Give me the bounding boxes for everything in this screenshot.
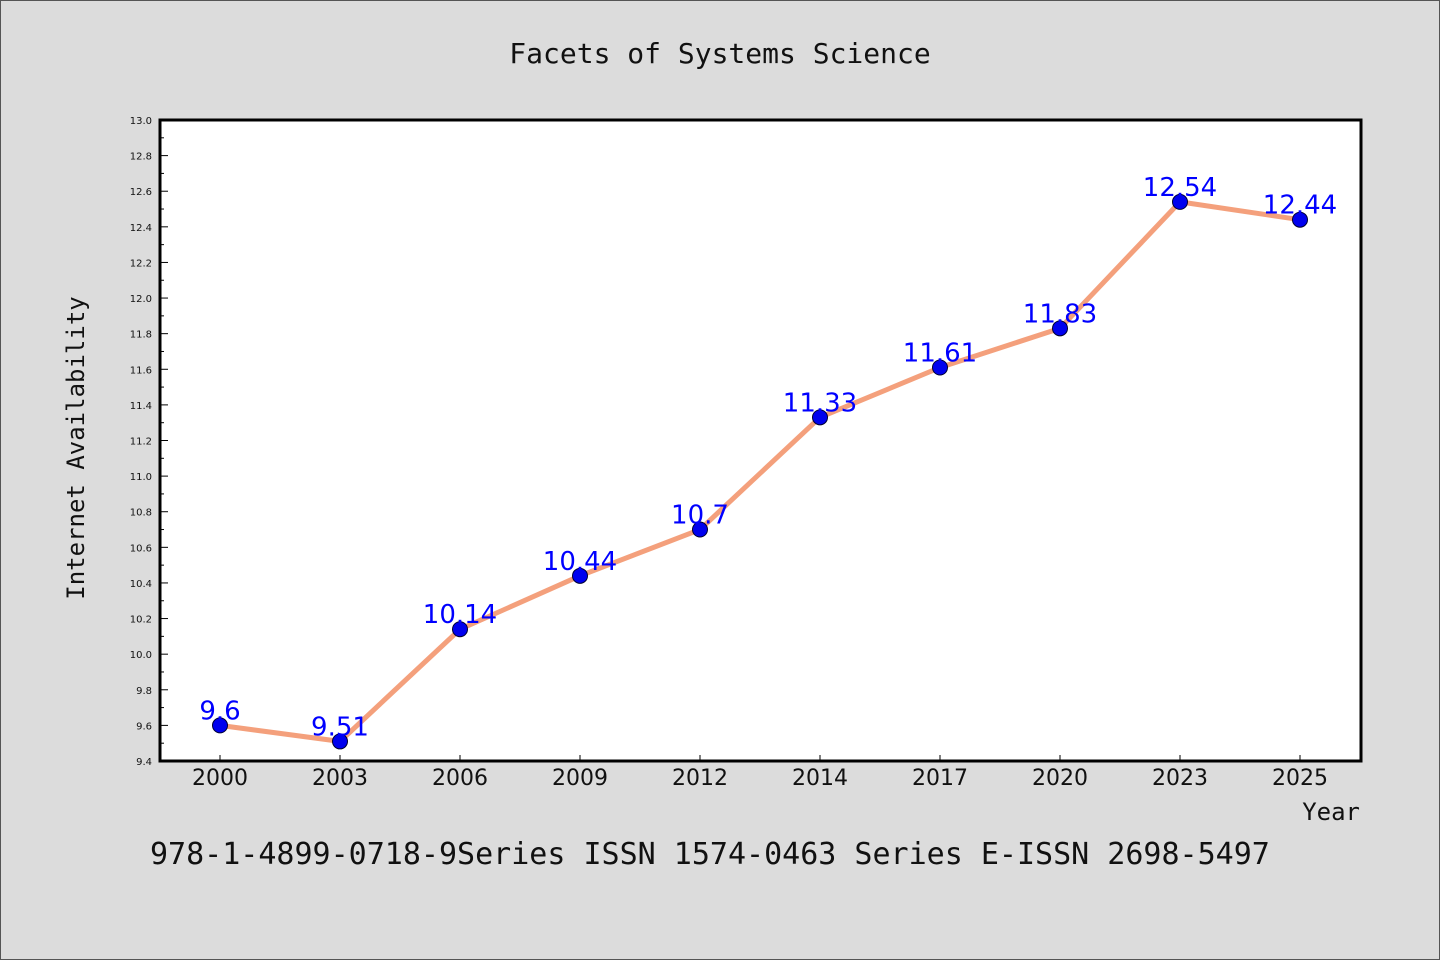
plot-area xyxy=(158,118,1363,763)
data-label: 11.33 xyxy=(783,388,857,418)
y-tick-label: 12.2 xyxy=(130,258,152,269)
y-tick-label: 11.8 xyxy=(130,330,152,341)
data-label: 11.61 xyxy=(903,338,977,368)
data-label: 10.14 xyxy=(423,600,497,630)
y-tick-label: 10.4 xyxy=(130,579,152,590)
data-point xyxy=(1052,320,1068,337)
x-tick-label: 2000 xyxy=(192,766,248,791)
data-labels: 9.6 9.51 10.14 10.44 10.7 11.33 11.61 11.83 12.5… xyxy=(199,173,1337,743)
data-point xyxy=(692,521,708,538)
y-tick-label: 9.8 xyxy=(136,686,152,697)
data-label: 12.44 xyxy=(1263,191,1337,221)
x-tick-label: 2003 xyxy=(312,766,368,791)
x-tick-label: 2020 xyxy=(1032,766,1088,791)
x-axis: 2000 2003 2006 2009 2012 2014 2017 2020 2023 2025 xyxy=(192,755,1328,791)
x-tick-label: 2023 xyxy=(1152,766,1208,791)
data-label: 10.7 xyxy=(671,501,729,531)
y-tick-label: 9.4 xyxy=(136,757,152,768)
y-axis: 9.4 9.6 9.8 10.0 10.2 10.4 10.6 10.8 11.0 11.2 11.… xyxy=(130,116,168,768)
data-label: 10.44 xyxy=(543,547,617,577)
y-tick-label: 11.4 xyxy=(130,401,152,412)
data-label: 9.6 xyxy=(199,696,240,726)
series-line xyxy=(217,199,1303,744)
data-point xyxy=(332,733,348,750)
y-tick-label: 12.6 xyxy=(130,187,152,198)
x-tick-label: 2025 xyxy=(1272,766,1328,791)
y-tick-label: 11.0 xyxy=(130,472,152,483)
data-label: 9.51 xyxy=(311,712,369,742)
data-point xyxy=(1292,211,1308,228)
data-point xyxy=(1172,193,1188,210)
y-tick-label: 10.6 xyxy=(130,543,152,554)
y-tick-label: 12.0 xyxy=(130,294,152,305)
y-tick-label: 12.4 xyxy=(130,223,152,234)
y-tick-label: 10.2 xyxy=(130,615,152,626)
data-label: 12.54 xyxy=(1143,173,1217,203)
y-tick-label: 10.0 xyxy=(130,650,152,661)
series-markers xyxy=(212,193,1308,750)
data-point xyxy=(212,717,228,734)
x-axis-label: Year xyxy=(1302,798,1360,826)
y-tick-label: 11.6 xyxy=(130,365,152,376)
data-point xyxy=(452,621,468,638)
x-tick-label: 2009 xyxy=(552,766,608,791)
chart-title: Facets of Systems Science xyxy=(509,37,930,70)
x-tick-label: 2006 xyxy=(432,766,488,791)
data-point xyxy=(932,359,948,376)
y-tick-label: 12.8 xyxy=(130,152,152,163)
data-point xyxy=(812,409,828,426)
y-tick-label: 13.0 xyxy=(130,116,152,127)
y-tick-label: 11.2 xyxy=(130,437,152,448)
footer-text: 978-1-4899-0718-9Series ISSN 1574-0463 S… xyxy=(150,837,1270,872)
x-tick-label: 2012 xyxy=(672,766,728,791)
x-tick-label: 2014 xyxy=(792,766,848,791)
data-label: 11.83 xyxy=(1023,299,1097,329)
x-tick-label: 2017 xyxy=(912,766,968,791)
data-point xyxy=(572,567,588,584)
y-tick-label: 9.6 xyxy=(136,721,152,732)
y-tick-label: 10.8 xyxy=(130,508,152,519)
y-axis-label: Internet Availability xyxy=(62,296,90,599)
